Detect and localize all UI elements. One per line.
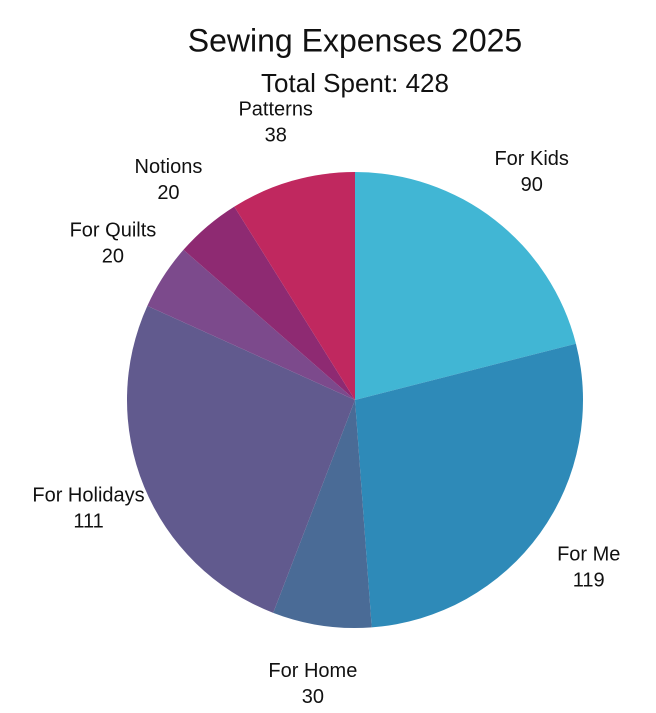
chart-subtitle: Total Spent: 428 [261, 68, 449, 98]
slice-label: For Me [557, 544, 620, 566]
pie-slice [147, 249, 355, 400]
slice-value: 111 [73, 511, 103, 533]
pie-slice [183, 206, 355, 400]
slice-label: For Quilts [70, 219, 157, 241]
slice-value: 20 [157, 182, 179, 204]
slice-label: For Holidays [32, 485, 144, 507]
pie-slice [273, 400, 372, 628]
slice-value: 30 [302, 686, 324, 708]
slice-label: For Kids [494, 148, 568, 170]
pie-slice [126, 305, 356, 613]
slice-label: Notions [135, 156, 203, 178]
pie-slice [355, 343, 584, 628]
slice-value: 90 [521, 174, 543, 196]
slice-label: For Home [268, 660, 357, 682]
pie-slice [234, 172, 355, 400]
slice-value: 20 [102, 245, 124, 267]
slice-value: 38 [265, 124, 287, 146]
pie-slice [355, 172, 576, 400]
slice-label: Patterns [238, 98, 312, 120]
chart-title: Sewing Expenses 2025 [188, 22, 522, 58]
slice-value: 119 [573, 570, 605, 592]
